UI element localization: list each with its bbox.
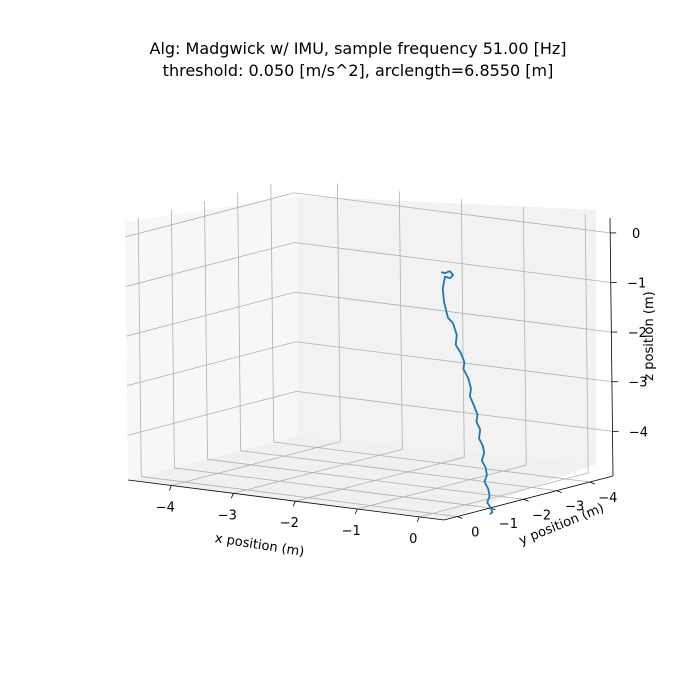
- grid-line-y-floor: [174, 467, 491, 509]
- grid-line-y-floor: [273, 441, 590, 483]
- x-tick-mark: [354, 508, 358, 515]
- y-tick-label: −1: [499, 517, 518, 532]
- y-tick-label: −2: [532, 508, 551, 523]
- back-pane: [297, 196, 596, 464]
- x-tick-label: −3: [218, 508, 237, 523]
- z-axis-label: z position (m): [642, 291, 657, 380]
- side-pane: [125, 196, 297, 480]
- grid-line-x-back: [584, 214, 589, 473]
- grid-line-y-floor: [141, 476, 458, 517]
- y-axis-label: y position (m): [517, 501, 606, 549]
- grid-line-y-side: [270, 184, 275, 443]
- trajectory-series: [440, 270, 494, 515]
- z-axis-ticks: 0 −1 −2 −3 −4: [610, 227, 648, 440]
- z-tick-label: −1: [627, 277, 646, 292]
- x-tick-mark: [169, 485, 172, 491]
- z-tick-label: −2: [628, 326, 647, 341]
- trajectory-line: [440, 270, 494, 515]
- y-tick-mark: [556, 490, 562, 494]
- grid-line-x-back: [398, 191, 403, 450]
- x-tick-label: −1: [342, 524, 361, 539]
- grid-line-x-floor: [233, 448, 403, 494]
- grid-line-x-back: [336, 183, 341, 442]
- x-tick-mark: [416, 516, 420, 523]
- y-axis-line: [443, 475, 614, 521]
- x-axis-ticks: −4 −3 −2 −1 0: [156, 485, 420, 547]
- grid-line-z-side: [125, 242, 295, 287]
- grid-line-x-floor: [419, 472, 589, 518]
- grid-line-z-back: [296, 390, 613, 432]
- grid-line-z-back: [294, 192, 611, 234]
- z-tick-label: 0: [632, 227, 640, 242]
- grid-line-y-floor: [240, 450, 557, 492]
- grid-line-z-side: [126, 341, 297, 387]
- chart-title-line-2: threshold: 0.050 [m/s^2], arclength=6.85…: [163, 61, 554, 80]
- x-tick-label: −2: [280, 516, 299, 531]
- grid-line-z-side: [125, 192, 295, 238]
- y-tick-mark: [457, 516, 463, 519]
- x-tick-label: 0: [409, 532, 417, 547]
- grid-line-x-floor: [357, 464, 527, 510]
- y-tick-mark: [589, 481, 595, 485]
- z-tick-label: −3: [628, 376, 647, 391]
- y-axis-ticks: −4 −3 −2 −1 0: [457, 481, 617, 541]
- y-tick-label: 0: [471, 526, 479, 541]
- grid-line-y-side: [137, 218, 142, 477]
- grid-line-y-side: [237, 192, 242, 451]
- grid-line-y-side: [170, 209, 175, 468]
- grid-line-z-back: [294, 242, 611, 283]
- x-tick-mark: [292, 501, 296, 507]
- z-tick-label: −4: [629, 425, 648, 440]
- grid-line-z-side: [126, 291, 296, 337]
- axis-lines: [127, 217, 614, 521]
- y-tick-label: −4: [598, 491, 617, 506]
- x-axis-line: [127, 479, 445, 521]
- grid-line-z-side: [127, 390, 297, 436]
- floor-pane: [128, 436, 596, 520]
- grid-line-x-back: [522, 207, 527, 466]
- grid-line-x-back: [460, 199, 465, 458]
- y-tick-label: −3: [565, 500, 584, 515]
- x-axis-label: x position (m): [214, 531, 306, 560]
- grid-line-z-back: [295, 291, 612, 333]
- grid-line-z-back: [295, 341, 612, 383]
- y-tick-mark: [523, 498, 529, 502]
- grid-lines: [125, 183, 613, 518]
- grid-line-x-floor: [171, 441, 341, 486]
- grid-line-y-side: [204, 201, 208, 460]
- grid-line-y-floor: [207, 458, 524, 500]
- axes-3d: −4 −3 −2 −1 0 −4 −3 −2 −1 0 0 −1 −2 −3 −4: [125, 183, 648, 547]
- grid-line-x-floor: [295, 456, 465, 502]
- x-tick-label: −4: [156, 500, 175, 515]
- z-axis-line: [609, 217, 614, 477]
- x-tick-mark: [230, 493, 234, 499]
- chart-title-line-1: Alg: Madgwick w/ IMU, sample frequency 5…: [150, 39, 567, 58]
